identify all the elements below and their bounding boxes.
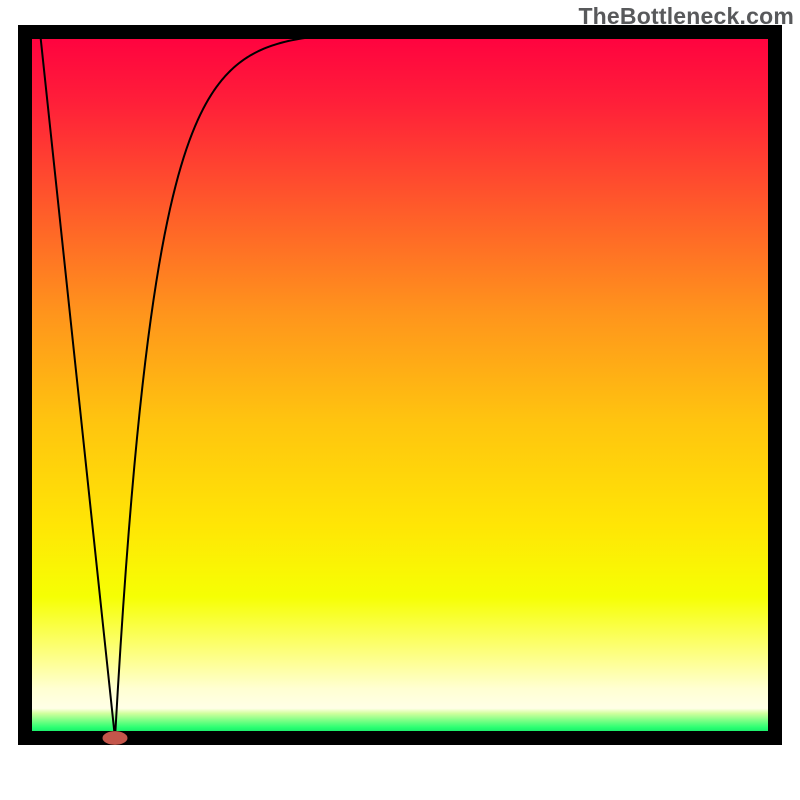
plot-area xyxy=(18,25,782,745)
optimum-marker xyxy=(103,732,127,745)
figure: TheBottleneck.com xyxy=(0,0,800,800)
plot-svg xyxy=(18,25,782,745)
plot-content xyxy=(25,32,775,744)
plot-background xyxy=(25,32,775,738)
